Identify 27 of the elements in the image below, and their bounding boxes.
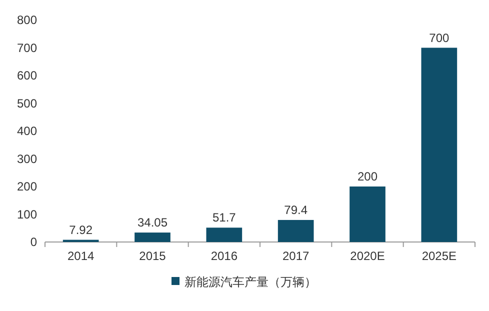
y-tick-label: 600 bbox=[16, 68, 38, 82]
x-tick-label: 2025E bbox=[422, 249, 457, 263]
y-tick-label: 100 bbox=[16, 207, 38, 222]
y-tick-label: 700 bbox=[16, 40, 38, 55]
bar bbox=[134, 232, 170, 242]
bar bbox=[278, 220, 314, 242]
bar bbox=[206, 228, 242, 242]
y-tick-label: 0 bbox=[30, 235, 38, 249]
data-label: 34.05 bbox=[137, 216, 168, 230]
y-tick-label: 200 bbox=[16, 180, 38, 194]
y-tick-label: 500 bbox=[16, 96, 38, 110]
bar bbox=[421, 48, 458, 242]
data-label: 51.7 bbox=[212, 210, 236, 225]
y-tick-label: 300 bbox=[16, 152, 38, 166]
legend-label: 新能源汽车产量（万辆） bbox=[184, 275, 316, 289]
x-tick-label: 2015 bbox=[139, 249, 166, 263]
x-tick-label: 2016 bbox=[210, 249, 238, 263]
x-tick-label: 2020E bbox=[350, 249, 385, 263]
y-tick-label: 800 bbox=[16, 13, 38, 27]
data-label: 7.92 bbox=[69, 222, 93, 237]
data-label: 200 bbox=[357, 170, 378, 184]
x-tick-label: 2014 bbox=[67, 249, 95, 263]
data-label: 79.4 bbox=[284, 202, 308, 217]
data-label: 700 bbox=[429, 30, 450, 45]
x-tick-label: 2017 bbox=[282, 249, 310, 263]
bar bbox=[350, 186, 386, 242]
y-tick-label: 400 bbox=[16, 124, 38, 138]
